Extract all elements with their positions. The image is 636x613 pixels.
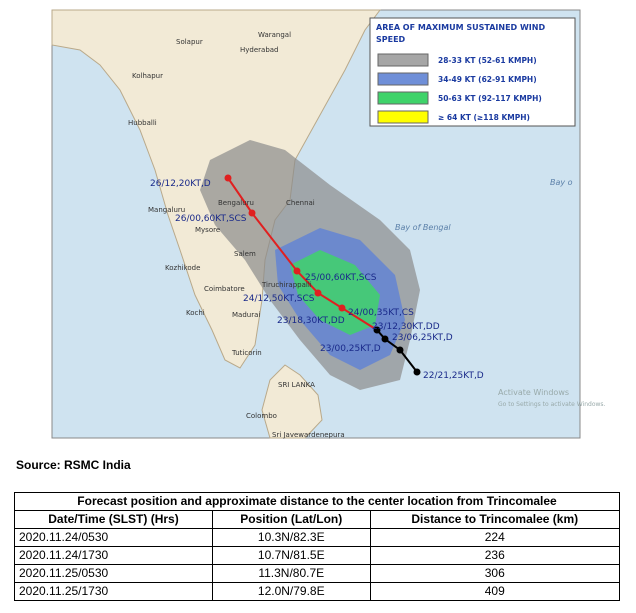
track-points — [224, 174, 421, 376]
track-point — [293, 267, 301, 275]
track-point — [373, 326, 381, 334]
track-label: 25/00,60KT,SCS — [305, 273, 377, 283]
table-cell: 10.3N/82.3E — [211, 528, 371, 547]
track-label: 23/00,25KT,D — [320, 344, 381, 354]
track-label: 24/00,35KT,CS — [348, 308, 414, 318]
place: Coimbatore — [204, 285, 245, 293]
track-label: 24/12,50KT,SCS — [243, 294, 315, 304]
watermark: Activate Windows — [498, 388, 569, 397]
track-point — [338, 304, 346, 312]
place: Kochi — [186, 309, 205, 317]
track-observed — [376, 329, 418, 373]
table-cell: 2020.11.25/1730 — [14, 582, 213, 601]
track-point — [413, 368, 421, 376]
source: Source: RSMC India — [16, 458, 131, 472]
table-row: 2020.11.25/1730 12.0N/79.8E 409 — [14, 582, 621, 601]
place: SRI LANKA — [278, 381, 315, 389]
table-cell: 409 — [369, 582, 621, 601]
legend-label: 50-63 KT (92-117 KMPH) — [438, 94, 542, 103]
table-body: 2020.11.24/0530 10.3N/82.3E 224 2020.11.24/… — [14, 528, 621, 601]
track-label: 23/06,25KT,D — [392, 333, 453, 343]
place: Hyderabad — [240, 46, 279, 54]
legend-swatch — [377, 72, 429, 86]
column-header: Date/Time (SLST) (Hrs) — [14, 510, 213, 529]
place: Chennai — [286, 199, 315, 207]
track-label: 23/12,30KT,DD — [372, 322, 440, 332]
legend-label: 28-33 KT (52-61 KMPH) — [438, 56, 537, 65]
sea-labels: Bay of Bengal Bay o — [395, 178, 573, 232]
table-cell: 306 — [369, 564, 621, 583]
places: Warangal Hyderabad Solapur Kolhapur Hubb… — [128, 31, 345, 439]
legend-box — [369, 17, 576, 127]
table-cell: 12.0N/79.8E — [211, 582, 371, 601]
track-point — [248, 209, 256, 217]
table-cell: 2020.11.25/0530 — [14, 564, 213, 583]
forecast-table: Forecast position and approximate distan… — [14, 492, 621, 601]
column-header: Distance to Trincomalee (km) — [369, 510, 621, 529]
place: Kolhapur — [132, 72, 163, 80]
legend-swatch — [377, 91, 429, 105]
place: Tiruchirappalli — [261, 281, 312, 289]
column-header: Position (Lat/Lon) — [211, 510, 371, 529]
place: Bengaluru — [218, 199, 254, 207]
track-label: 26/00,60KT,SCS — [175, 214, 247, 224]
track-point — [381, 335, 389, 343]
legend-label: 34-49 KT (62-91 KMPH) — [438, 75, 537, 84]
sea-label: Bay o — [550, 178, 573, 187]
track-label: 22/21,25KT,D — [423, 371, 484, 381]
place: Mysore — [195, 226, 220, 234]
table-cell: 2020.11.24/0530 — [14, 528, 213, 547]
place: Warangal — [258, 31, 291, 39]
track-label: 23/18,30KT,DD — [277, 316, 345, 326]
sri-lanka — [261, 364, 323, 439]
place: Sri Javewardenepura — [272, 431, 345, 439]
track-forecast — [227, 177, 378, 331]
table-cell: 236 — [369, 546, 621, 565]
place: Kozhikode — [165, 264, 200, 272]
legend-title: SPEED — [376, 35, 406, 44]
place: Solapur — [176, 38, 203, 46]
place: Salem — [234, 250, 256, 258]
track-point — [224, 174, 232, 182]
legend: AREA OF MAXIMUM SUSTAINED WIND SPEED 28-… — [369, 17, 576, 127]
map: Warangal Hyderabad Solapur Kolhapur Hubb… — [51, 9, 606, 439]
place: Colombo — [246, 412, 277, 420]
track-labels: 26/12,20KT,D 26/00,60KT,SCS 25/00,60KT,S… — [150, 179, 484, 381]
legend-title: AREA OF MAXIMUM SUSTAINED WIND — [376, 23, 545, 32]
legend-swatch — [377, 110, 429, 124]
track-point — [396, 346, 404, 354]
cone-50-63 — [290, 250, 380, 335]
sea-label: Bay of Bengal — [395, 223, 451, 232]
table-title: Forecast position and approximate distan… — [14, 492, 620, 511]
place: Hubballi — [128, 119, 157, 127]
table-cell: 224 — [369, 528, 621, 547]
place: Mangaluru — [148, 206, 185, 214]
legend-label: ≥ 64 KT (≥118 KMPH) — [438, 113, 530, 122]
table-row: 2020.11.24/1730 10.7N/81.5E 236 — [14, 546, 621, 565]
table-row: 2020.11.24/0530 10.3N/82.3E 224 — [14, 528, 621, 547]
watermark: Go to Settings to activate Windows. — [498, 401, 606, 408]
table-cell: 11.3N/80.7E — [211, 564, 371, 583]
place: Madurai — [232, 311, 260, 319]
table-cell: 2020.11.24/1730 — [14, 546, 213, 565]
header-row: Date/Time (SLST) (Hrs) Position (Lat/Lon)… — [14, 510, 621, 529]
table-cell: 10.7N/81.5E — [211, 546, 371, 565]
legend-swatch — [377, 53, 429, 67]
track-label: 26/12,20KT,D — [150, 179, 211, 189]
track-point — [314, 289, 322, 297]
table-row: 2020.11.25/0530 11.3N/80.7E 306 — [14, 564, 621, 583]
place: Tuticorin — [231, 349, 262, 357]
